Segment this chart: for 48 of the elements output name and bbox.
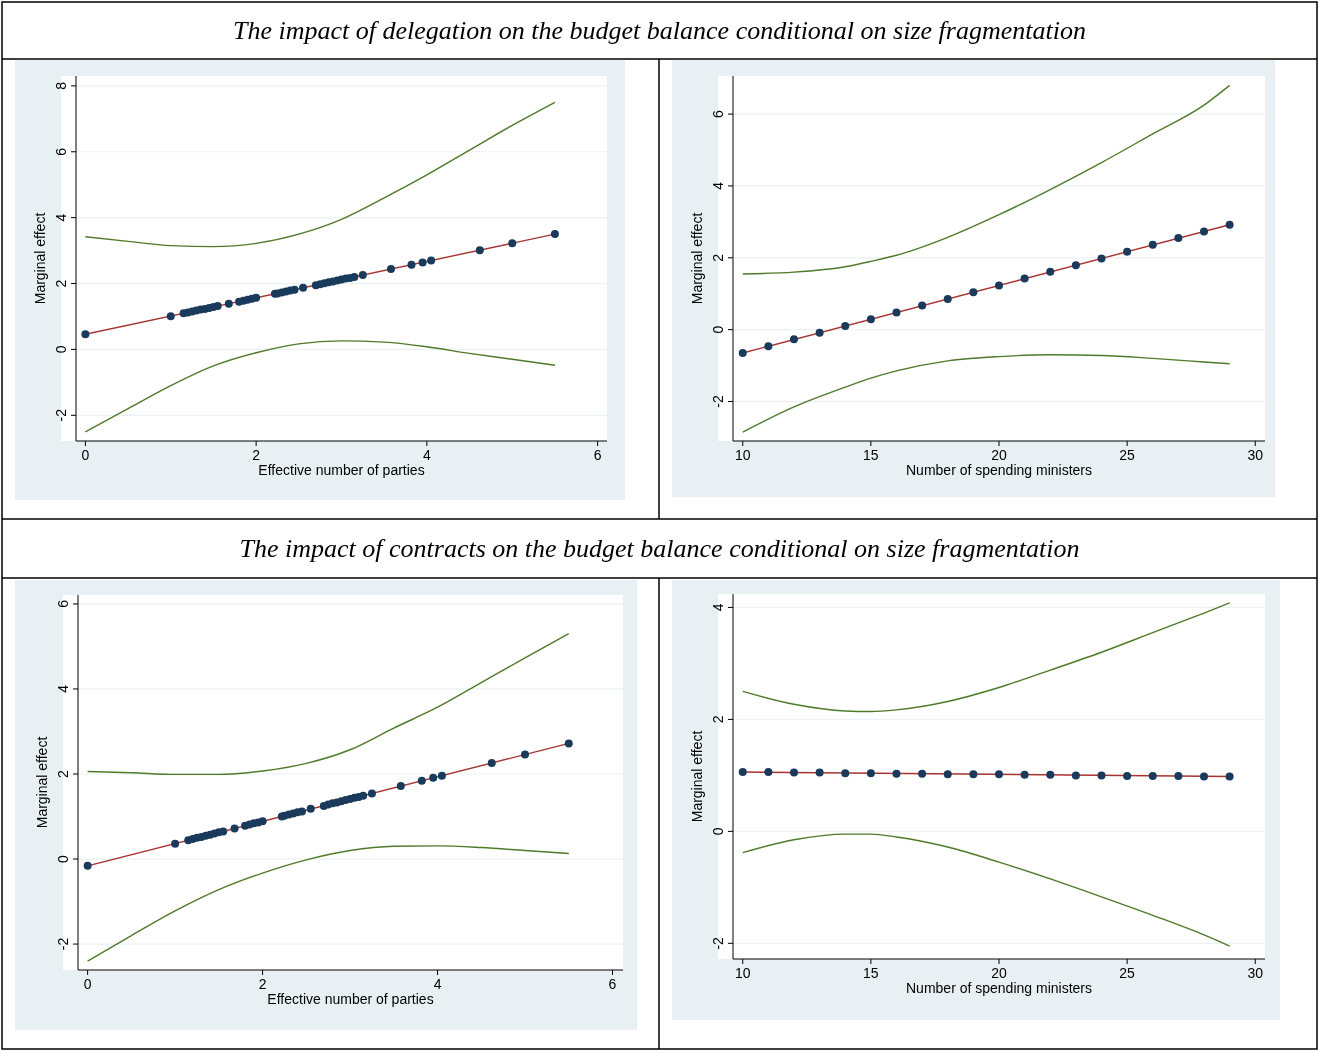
y-axis-title: Marginal effect (689, 730, 705, 823)
y-tick-label: 4 (53, 213, 69, 222)
x-tick-label: 0 (81, 447, 90, 463)
y-tick-label: -2 (53, 408, 69, 422)
x-axis-title: Effective number of parties (267, 991, 434, 1007)
y-tick-label: 0 (53, 345, 69, 354)
y-tick-label: 4 (710, 181, 726, 190)
y-tick-label: -2 (710, 936, 726, 950)
y-tick-label: 6 (55, 599, 71, 608)
text: The impact of delegation on the budget balance conditional on size fragmentation (233, 15, 1086, 45)
x-tick-label: 25 (1119, 965, 1136, 981)
y-tick-label: 8 (53, 81, 69, 90)
y-tick-label: 4 (710, 603, 726, 612)
x-tick-label: 4 (422, 447, 431, 463)
x-tick-label: 2 (252, 447, 261, 463)
x-tick-label: 4 (433, 976, 442, 992)
y-tick-label: 0 (710, 325, 726, 334)
x-tick-label: 0 (83, 976, 92, 992)
x-tick-label: 6 (593, 447, 602, 463)
y-axis-title: Marginal effect (34, 736, 50, 829)
y-tick-label: 2 (710, 715, 726, 724)
x-axis-title: Number of spending ministers (906, 980, 1092, 996)
x-tick-label: 20 (991, 965, 1007, 981)
x-tick-label: 20 (991, 447, 1007, 463)
x-axis-title: Effective number of parties (258, 462, 425, 478)
x-tick-label: 6 (608, 976, 617, 992)
y-tick-label: 2 (55, 769, 71, 778)
x-tick-label: 10 (734, 447, 751, 463)
y-tick-label: 0 (55, 854, 71, 863)
x-tick-label: 2 (258, 976, 267, 992)
y-tick-label: 6 (53, 147, 69, 156)
y-tick-label: 6 (710, 109, 726, 118)
chart-title: The impact of contracts on the budget balance conditional on size fragmentation (239, 534, 1080, 563)
y-tick-label: 0 (710, 827, 726, 836)
x-tick-label: 30 (1247, 965, 1264, 981)
x-tick-label: 10 (734, 965, 751, 981)
x-tick-label: 15 (863, 965, 879, 981)
x-tick-label: 25 (1119, 447, 1136, 463)
y-tick-label: 2 (710, 253, 726, 262)
y-tick-label: -2 (55, 937, 71, 951)
y-axis-title: Marginal effect (32, 212, 48, 305)
x-tick-label: 30 (1247, 447, 1264, 463)
x-axis-title: Number of spending ministers (906, 462, 1092, 478)
y-tick-label: -2 (710, 395, 726, 408)
y-tick-label: 4 (55, 684, 71, 693)
y-tick-label: 2 (53, 279, 69, 288)
y-axis-title: Marginal effect (689, 212, 705, 305)
x-tick-label: 15 (863, 447, 879, 463)
